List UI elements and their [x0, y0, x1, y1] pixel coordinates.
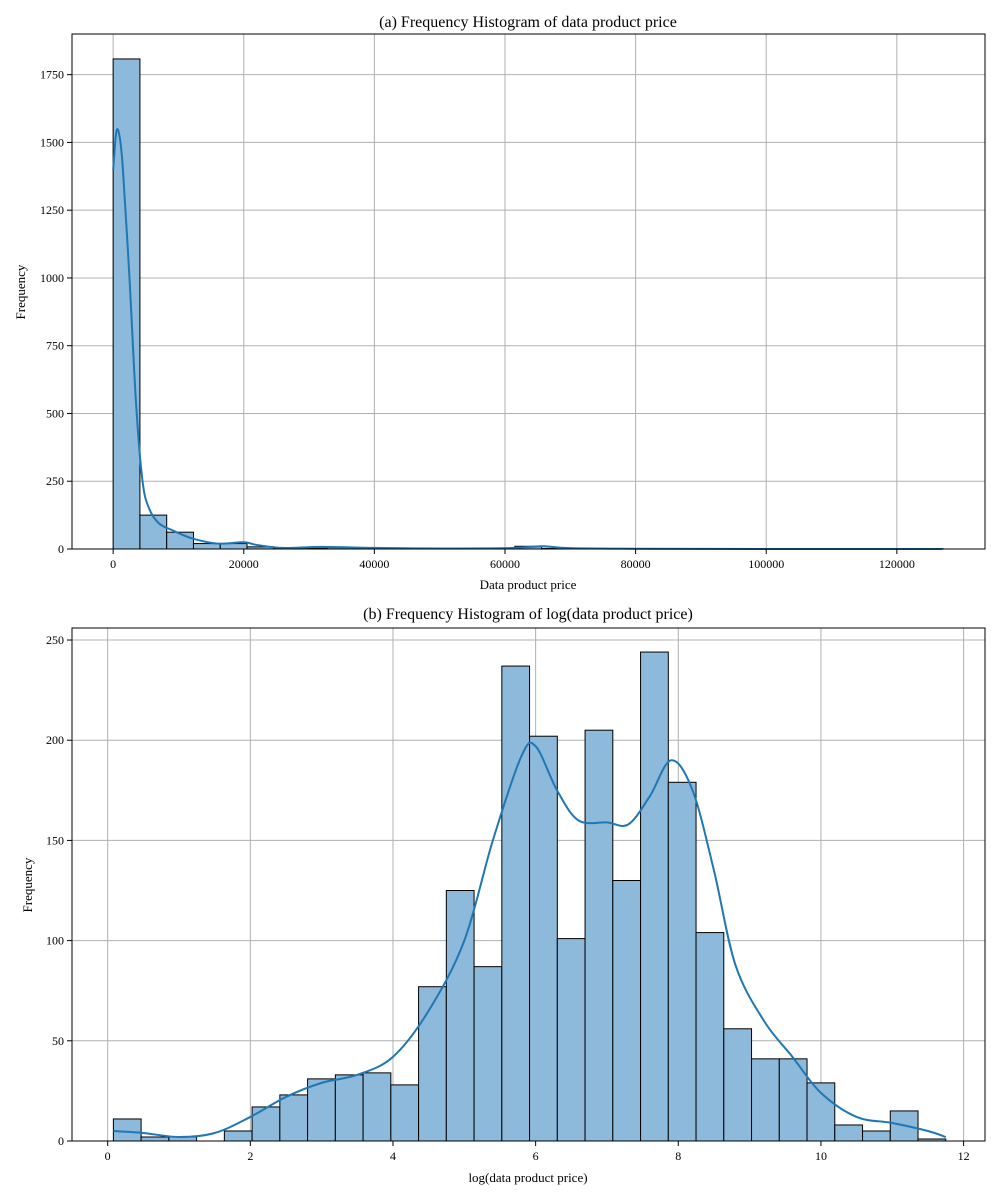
x-tick-label: 40000 — [359, 557, 389, 571]
y-tick-label: 500 — [46, 406, 64, 420]
x-tick-label: 100000 — [748, 557, 784, 571]
x-tick-label: 0 — [110, 557, 116, 571]
y-ticks-a: 0 250 500 750 1000 1250 1500 1750 — [40, 68, 72, 556]
x-tick-label: 8 — [675, 1149, 681, 1163]
grid-a — [72, 34, 985, 550]
x-tick-label: 20000 — [229, 557, 259, 571]
histogram-bar — [695, 932, 725, 1142]
histogram-bar — [556, 938, 586, 1142]
y-tick-label: 1250 — [40, 203, 64, 217]
histogram-bar — [223, 1130, 253, 1142]
x-tick-label: 0 — [105, 1149, 111, 1163]
y-tick-label: 200 — [46, 733, 64, 747]
histogram-bar — [251, 1106, 281, 1142]
y-tick-label: 1750 — [40, 68, 64, 82]
y-tick-label: 1500 — [40, 135, 64, 149]
histogram-bar — [307, 1078, 336, 1142]
y-tick-label: 750 — [46, 339, 64, 353]
histogram-bar — [612, 879, 642, 1142]
histogram-bar — [584, 729, 614, 1142]
histogram-panel-a: (a) Frequency Histogram of data product … — [13, 14, 986, 592]
bars-a — [112, 58, 944, 550]
x-tick-label: 2 — [247, 1149, 253, 1163]
histogram-bar — [112, 58, 141, 550]
y-axis-label-a: Frequency — [13, 264, 28, 319]
y-tick-label: 100 — [46, 934, 64, 948]
plot-frame-a — [71, 33, 986, 550]
y-ticks-b: 0 50 100 150 200 250 — [46, 633, 72, 1148]
y-tick-label: 250 — [46, 633, 64, 647]
x-ticks-b: 0 2 4 6 8 10 12 — [105, 1141, 970, 1163]
histogram-bar — [279, 1094, 309, 1142]
x-axis-label-a: Data product price — [480, 577, 577, 592]
histogram-bar — [418, 986, 447, 1142]
histogram-bar — [667, 781, 697, 1142]
histogram-bar — [751, 1058, 780, 1142]
x-tick-label: 4 — [390, 1149, 396, 1163]
y-tick-label: 250 — [46, 474, 64, 488]
bars-b — [112, 651, 947, 1142]
x-axis-label-b: log(data product price) — [468, 1170, 587, 1185]
y-tick-label: 150 — [46, 833, 64, 847]
histogram-bar — [834, 1124, 864, 1142]
kde-curve-b — [113, 741, 947, 1138]
x-tick-label: 80000 — [621, 557, 651, 571]
histogram-bar — [390, 1084, 420, 1142]
y-tick-label: 0 — [58, 1134, 64, 1148]
x-tick-label: 6 — [533, 1149, 539, 1163]
histogram-bar — [445, 890, 475, 1142]
x-tick-label: 10 — [815, 1149, 827, 1163]
kde-curve-a — [112, 128, 943, 551]
histogram-bar — [139, 514, 168, 550]
y-axis-label-b: Frequency — [20, 857, 35, 912]
chart-title-a: (a) Frequency Histogram of data product … — [379, 14, 677, 31]
histogram-bar — [723, 1028, 753, 1142]
histogram-bar — [473, 966, 503, 1142]
x-tick-label: 60000 — [490, 557, 520, 571]
histogram-bar — [862, 1130, 891, 1142]
y-tick-label: 50 — [52, 1034, 64, 1048]
histogram-panel-b: (b) Frequency Histogram of log(data prod… — [20, 606, 986, 1185]
x-tick-label: 12 — [958, 1149, 970, 1163]
x-ticks-a: 0 20000 40000 60000 80000 100000 120000 — [110, 549, 915, 571]
histogram-bar — [112, 1118, 142, 1142]
histogram-bar — [140, 1136, 170, 1142]
x-tick-label: 120000 — [879, 557, 915, 571]
histogram-bar — [334, 1074, 364, 1142]
y-tick-label: 1000 — [40, 271, 64, 285]
histogram-bar — [362, 1072, 392, 1142]
chart-title-b: (b) Frequency Histogram of log(data prod… — [363, 606, 693, 623]
plot-frame-b — [71, 627, 986, 1142]
histogram-bar — [501, 665, 531, 1142]
y-tick-label: 0 — [58, 542, 64, 556]
histogram-bar — [529, 735, 558, 1142]
histogram-bar — [640, 651, 669, 1142]
